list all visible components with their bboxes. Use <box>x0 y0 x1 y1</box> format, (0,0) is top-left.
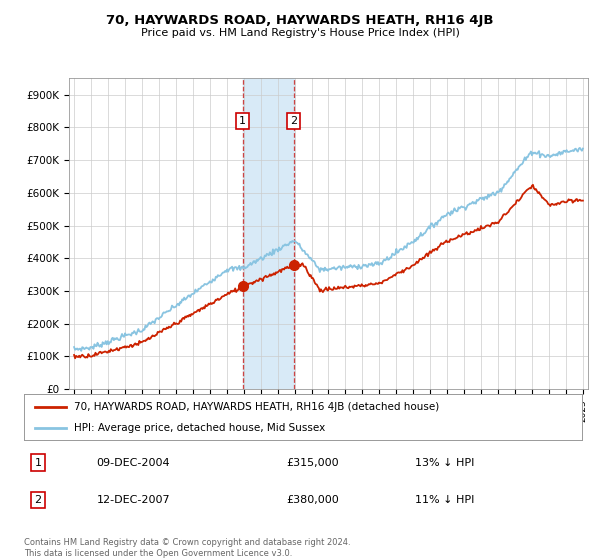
Text: £315,000: £315,000 <box>286 458 339 468</box>
Text: 1: 1 <box>34 458 41 468</box>
Text: 2: 2 <box>290 116 297 126</box>
Text: 1: 1 <box>239 116 246 126</box>
Text: 12-DEC-2007: 12-DEC-2007 <box>97 495 170 505</box>
Text: 09-DEC-2004: 09-DEC-2004 <box>97 458 170 468</box>
Text: 13% ↓ HPI: 13% ↓ HPI <box>415 458 474 468</box>
Text: 2: 2 <box>34 495 41 505</box>
Text: £380,000: £380,000 <box>286 495 339 505</box>
Text: 70, HAYWARDS ROAD, HAYWARDS HEATH, RH16 4JB: 70, HAYWARDS ROAD, HAYWARDS HEATH, RH16 … <box>106 14 494 27</box>
Text: Contains HM Land Registry data © Crown copyright and database right 2024.
This d: Contains HM Land Registry data © Crown c… <box>24 538 350 558</box>
Text: 70, HAYWARDS ROAD, HAYWARDS HEATH, RH16 4JB (detached house): 70, HAYWARDS ROAD, HAYWARDS HEATH, RH16 … <box>74 402 439 412</box>
Text: HPI: Average price, detached house, Mid Sussex: HPI: Average price, detached house, Mid … <box>74 423 325 433</box>
Text: Price paid vs. HM Land Registry's House Price Index (HPI): Price paid vs. HM Land Registry's House … <box>140 28 460 38</box>
Bar <box>242 78 294 389</box>
Text: 11% ↓ HPI: 11% ↓ HPI <box>415 495 474 505</box>
